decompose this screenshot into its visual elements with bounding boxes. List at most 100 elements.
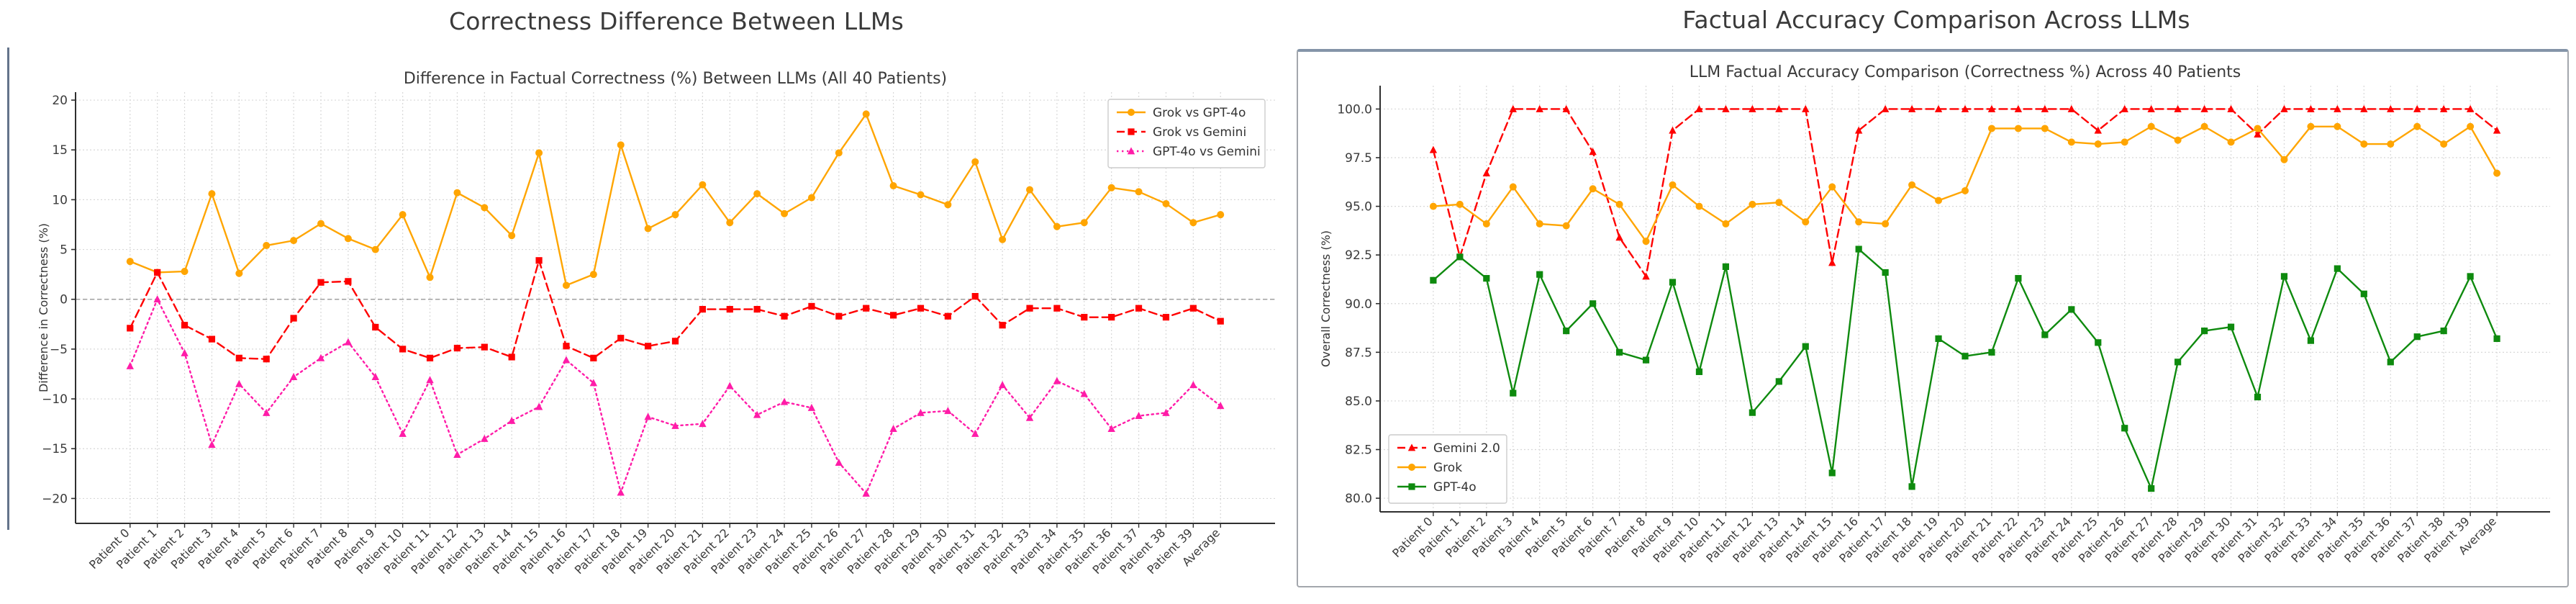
data-point-marker xyxy=(2227,138,2235,146)
data-point-marker xyxy=(671,421,679,429)
y-tick-label: 87.5 xyxy=(1345,346,1372,360)
data-point-marker xyxy=(1510,389,1517,397)
data-point-marker xyxy=(290,315,297,322)
data-point-marker xyxy=(944,312,951,320)
data-point-marker xyxy=(2440,140,2448,148)
data-point-marker xyxy=(1987,104,1996,112)
data-point-marker xyxy=(1026,305,1033,312)
data-point-marker xyxy=(1053,377,1061,384)
data-point-marker xyxy=(699,181,707,189)
data-point-marker xyxy=(2413,104,2421,112)
data-point-marker xyxy=(1802,343,1809,350)
y-tick-label: 20 xyxy=(52,94,68,108)
data-point-marker xyxy=(2200,328,2208,335)
chart-subtitle: LLM Factual Accuracy Comparison (Correct… xyxy=(1690,63,2241,81)
data-point-marker xyxy=(2440,328,2447,335)
data-point-marker xyxy=(562,281,570,289)
data-point-marker xyxy=(1961,104,1969,112)
data-point-marker xyxy=(1456,200,1464,208)
data-point-marker xyxy=(2148,484,2155,492)
data-point-marker xyxy=(1695,368,1703,375)
data-point-marker xyxy=(2307,122,2315,130)
data-point-marker xyxy=(208,441,216,449)
data-point-marker xyxy=(2467,273,2474,280)
data-point-marker xyxy=(2307,337,2315,344)
data-point-marker xyxy=(562,356,571,364)
data-point-marker xyxy=(345,278,352,285)
data-point-marker xyxy=(999,235,1007,243)
data-point-marker xyxy=(2493,335,2500,343)
legend-label: Grok xyxy=(1433,461,1462,475)
data-point-marker xyxy=(2254,130,2262,138)
data-point-marker xyxy=(999,322,1006,329)
data-point-marker xyxy=(2360,140,2368,148)
data-point-marker xyxy=(317,220,325,227)
data-point-marker xyxy=(917,191,925,199)
data-point-marker xyxy=(1775,378,1782,385)
data-point-marker xyxy=(1217,402,1225,410)
data-point-marker xyxy=(971,292,979,300)
data-point-marker xyxy=(535,149,543,157)
data-point-marker xyxy=(1908,181,1916,189)
data-point-marker xyxy=(127,325,134,332)
data-point-marker xyxy=(2360,104,2368,112)
data-point-marker xyxy=(2307,104,2315,112)
data-point-marker xyxy=(153,295,161,303)
data-point-marker xyxy=(1107,424,1115,432)
data-point-marker xyxy=(453,450,461,458)
data-point-marker xyxy=(2147,104,2155,112)
y-tick-label: 90.0 xyxy=(1345,297,1372,312)
data-point-marker xyxy=(317,279,325,286)
data-point-marker xyxy=(2094,140,2102,148)
data-point-marker xyxy=(1509,183,1517,191)
data-point-marker xyxy=(263,408,271,416)
legend-label: Grok vs GPT-4o xyxy=(1153,106,1246,120)
data-point-marker xyxy=(481,434,489,442)
data-point-marker xyxy=(2094,126,2102,134)
data-point-marker xyxy=(289,373,298,381)
data-point-marker xyxy=(1025,413,1034,421)
data-point-marker xyxy=(344,338,353,346)
data-point-marker xyxy=(2254,125,2262,132)
data-point-marker xyxy=(426,274,434,281)
data-point-marker xyxy=(1908,483,1915,490)
data-point-marker xyxy=(1775,104,1783,112)
data-point-marker xyxy=(399,429,407,437)
data-point-marker xyxy=(1908,104,1916,112)
data-point-marker xyxy=(2254,393,2262,401)
data-point-marker xyxy=(998,381,1007,389)
data-point-marker xyxy=(808,302,815,310)
data-point-marker xyxy=(1934,104,1943,112)
data-point-marker xyxy=(1615,233,1623,241)
data-point-marker xyxy=(535,402,543,410)
data-point-marker xyxy=(2067,104,2076,112)
data-point-marker xyxy=(835,149,843,157)
data-point-marker xyxy=(563,343,570,350)
data-point-marker xyxy=(1189,381,1197,389)
data-point-marker xyxy=(971,158,979,166)
data-point-marker xyxy=(2095,339,2102,346)
data-point-marker xyxy=(235,379,243,387)
data-point-marker xyxy=(2147,122,2155,130)
data-point-marker xyxy=(645,343,652,350)
data-point-marker xyxy=(508,353,515,361)
data-point-marker xyxy=(2121,425,2128,432)
data-point-marker xyxy=(2334,104,2341,112)
data-point-marker xyxy=(1962,186,1969,194)
data-point-marker xyxy=(589,379,598,387)
data-point-marker xyxy=(1135,411,1143,419)
data-point-marker xyxy=(126,361,134,369)
data-point-marker xyxy=(1642,238,1650,245)
data-point-marker xyxy=(2439,104,2448,112)
data-point-marker xyxy=(372,323,379,331)
data-point-marker xyxy=(1749,200,1756,208)
data-point-marker xyxy=(263,242,271,250)
data-point-marker xyxy=(1962,353,1969,360)
data-point-marker xyxy=(1695,104,1703,112)
data-point-marker xyxy=(753,190,761,198)
right-chart-outer-title: Factual Accuracy Comparison Across LLMs xyxy=(1682,6,2190,34)
data-point-marker xyxy=(671,211,679,219)
gridlines xyxy=(1380,86,2550,512)
data-point-marker xyxy=(1456,253,1464,261)
data-point-marker xyxy=(426,354,434,361)
